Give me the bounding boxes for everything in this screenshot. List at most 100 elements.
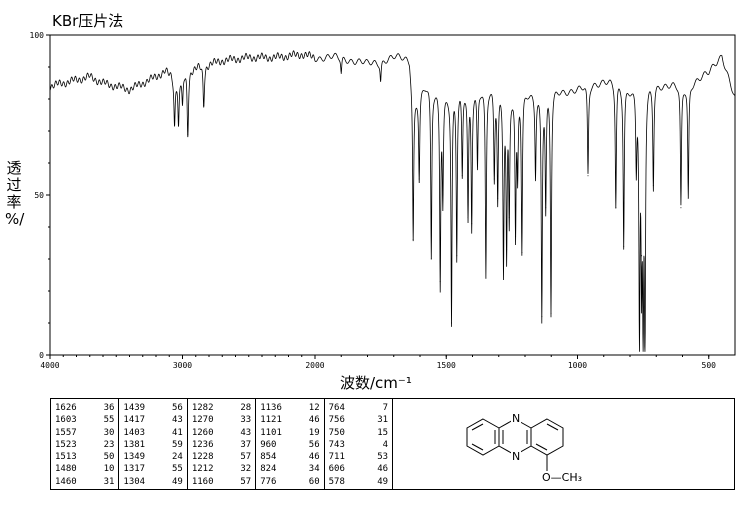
peak-transmittance: 46 [377,464,389,475]
peak-wavenumber: 578 [328,476,345,487]
peak-transmittance: 43 [240,427,252,438]
peak-row: 750 15 [329,427,388,439]
x-tick-label: 4000 [40,361,59,370]
peak-wavenumber: 1417 [123,415,146,426]
x-tick-label: 2000 [305,361,324,370]
peak-row: 1513 50 [55,451,114,463]
peak-transmittance: 46 [308,415,320,426]
peak-wavenumber: 1480 [55,464,77,475]
peak-transmittance: 50 [103,452,115,463]
peak-point [644,341,646,343]
peak-transmittance: 43 [171,415,183,426]
peak-transmittance: 32 [240,464,252,475]
nitrogen-bottom-label: N [511,450,522,463]
peak-point [506,248,508,250]
peak-transmittance: 41 [171,427,183,438]
peak-table: 1626 36 1603 55 1557 30 1523 23 1513 50 1480 10 1460… [50,398,393,490]
peak-transmittance: 55 [103,415,115,426]
peak-row: 1160 57 [192,476,251,488]
peak-column: 1282 28 1270 33 1260 43 1236 37 1228 57 1212 32 1160… [188,399,257,489]
peak-wavenumber: 764 [328,403,345,413]
peak-row: 1349 24 [123,451,182,463]
peak-wavenumber: 1317 [123,464,146,475]
peak-transmittance: 34 [308,464,320,475]
x-tick-label: 3000 [173,361,192,370]
peak-row: 1403 41 [123,427,182,439]
peak-point [497,197,499,199]
peak-point [680,207,682,209]
peak-transmittance: 4 [382,439,389,450]
peak-transmittance: 37 [240,439,252,450]
peak-transmittance: 49 [171,476,183,487]
peak-transmittance: 7 [382,403,389,413]
peak-point [471,223,473,225]
peak-transmittance: 31 [103,476,115,487]
x-axis-label: 波数/cm⁻¹ [340,374,412,392]
peak-point [476,165,478,167]
peak-point [515,236,517,238]
peak-row: 578 49 [329,476,388,488]
peak-point [587,175,589,177]
peak-point [412,239,414,241]
peak-wavenumber: 750 [328,427,345,438]
peak-column: 1439 56 1417 43 1403 41 1381 59 1349 24 1317 55 1304… [119,399,188,489]
plot-frame [49,34,736,356]
peak-row: 824 34 [260,463,319,475]
peak-wavenumber: 1439 [123,403,146,413]
peak-transmittance: 31 [377,415,389,426]
peak-wavenumber: 1304 [123,476,146,487]
peak-wavenumber: 1260 [191,427,214,438]
peak-row: 743 4 [329,439,388,451]
peak-row: 756 31 [329,414,388,426]
y-tick-label: 50 [34,191,44,200]
peak-row: 606 46 [329,463,388,475]
methoxy-label: O—CH₃ [542,471,583,484]
peak-wavenumber: 1136 [260,403,282,413]
peak-point [182,104,183,106]
chart-title: KBr压片法 [52,12,124,30]
peak-row: 711 53 [329,451,388,463]
peak-transmittance: 57 [240,476,252,487]
y-tick-label: 100 [30,31,45,40]
peak-wavenumber: 1603 [55,415,77,426]
structure-box: N N O—CH₃ [392,398,735,490]
peak-transmittance: 28 [240,403,252,413]
peak-wavenumber: 824 [260,464,277,475]
peak-wavenumber: 743 [328,439,345,450]
peak-transmittance: 56 [171,403,183,413]
peak-row: 1260 43 [192,427,251,439]
peak-point [642,306,644,308]
peak-row: 1136 12 [260,402,319,414]
peak-wavenumber: 1349 [123,452,146,463]
peak-transmittance: 30 [103,427,115,438]
peak-row: 1121 46 [260,414,319,426]
peak-wavenumber: 1513 [55,452,77,463]
peak-row: 1270 33 [192,414,251,426]
peak-wavenumber: 1381 [123,439,146,450]
peak-wavenumber: 1557 [55,427,77,438]
x-tick-label: 1000 [568,361,587,370]
peak-wavenumber: 1282 [191,403,214,413]
peak-point [439,280,441,282]
peak-row: 960 56 [260,439,319,451]
peak-point [442,194,444,196]
peak-row: 1417 43 [123,414,182,426]
peak-point [615,207,617,209]
peak-wavenumber: 776 [260,476,277,487]
peak-wavenumber: 1523 [55,439,77,450]
peak-transmittance: 33 [240,415,252,426]
peak-point [508,216,510,218]
x-tick-label: 1500 [437,361,456,370]
peak-point [517,172,519,174]
peak-transmittance: 53 [377,452,389,463]
peak-transmittance: 10 [103,464,115,475]
peak-row: 1557 30 [55,427,114,439]
peak-point [535,172,536,174]
peak-transmittance: 12 [308,403,320,413]
peak-point [451,322,452,324]
peak-transmittance: 36 [103,403,115,413]
peak-wavenumber: 756 [328,415,345,426]
peak-row: 1304 49 [123,476,182,488]
peak-row: 1439 56 [123,402,182,414]
peak-row: 1603 55 [55,414,114,426]
